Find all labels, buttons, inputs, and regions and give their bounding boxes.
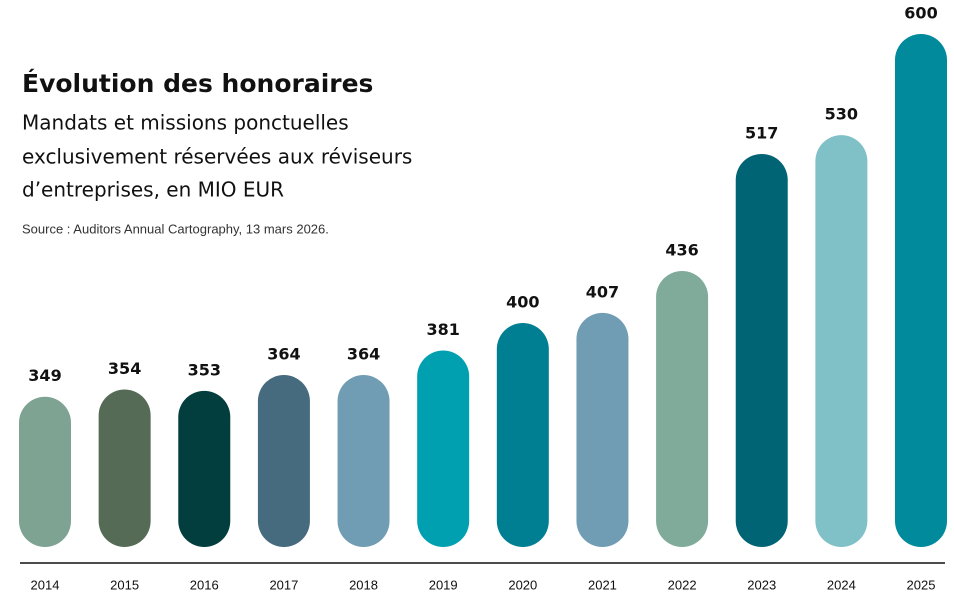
bar [735,153,788,547]
chart-title: Évolution des honoraires [22,69,373,98]
x-tick-label: 2025 [907,577,936,592]
x-tick-label: 2020 [508,577,537,592]
value-label: 381 [426,320,459,339]
value-label: 353 [188,360,221,379]
bar [895,34,947,547]
bar [496,323,549,547]
subtitle: d’entreprises, en MIO EUR [22,178,284,202]
bar [815,135,868,548]
x-tick-label: 2024 [827,577,856,592]
x-tick-label: 2019 [429,577,458,592]
value-label: 364 [267,345,300,364]
x-tick-label: 2015 [110,577,139,592]
x-tick-label: 2023 [747,577,776,592]
value-label: 517 [745,123,778,142]
x-tick-label: 2014 [31,577,60,592]
bar [178,390,231,547]
value-label: 354 [108,359,141,378]
bar [656,270,709,547]
subtitle: Mandats et missions ponctuelles [22,111,349,135]
x-tick-label: 2022 [668,577,697,592]
bar [98,389,151,547]
value-label: 407 [586,282,619,301]
value-label: 364 [347,345,380,364]
x-tick-label: 2017 [269,577,298,592]
bar [257,375,310,547]
subtitle: exclusivement réservées aux réviseurs [22,145,412,169]
source: Source : Auditors Annual Cartography, 13… [22,221,329,236]
x-tick-label: 2018 [349,577,378,592]
bar [337,375,390,547]
value-label: 530 [825,105,858,124]
x-tick-label: 2021 [588,577,617,592]
bar [19,396,71,547]
value-label: 400 [506,293,539,312]
value-label: 436 [665,240,698,259]
value-label: 600 [904,4,937,23]
x-tick-label: 2016 [190,577,219,592]
bar [576,312,629,547]
bar [417,350,470,547]
value-label: 349 [28,366,61,385]
